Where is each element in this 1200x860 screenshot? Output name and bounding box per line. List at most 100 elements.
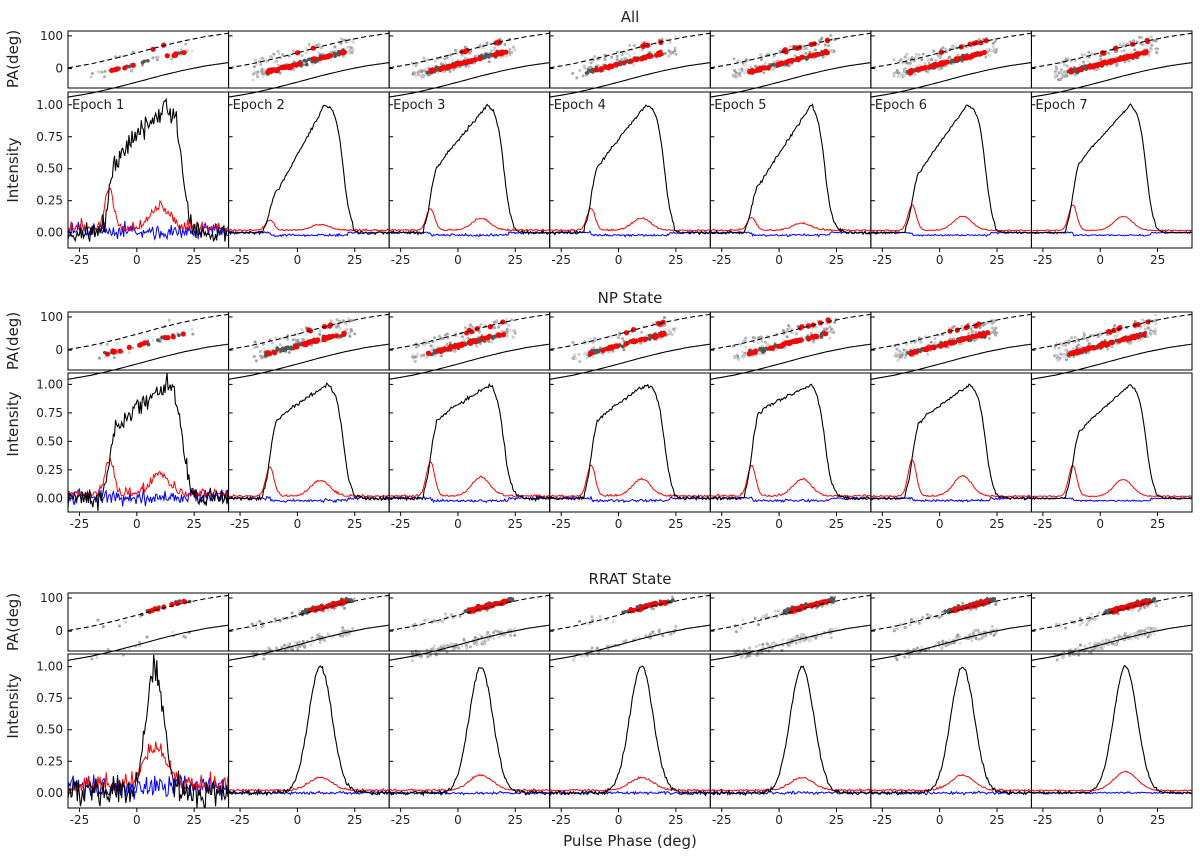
circular-polarization-line (389, 790, 550, 796)
pa-density-point (433, 336, 437, 340)
pa-density-point (439, 62, 443, 66)
pa-density-point (930, 58, 934, 62)
x-tick-label: 0 (294, 813, 302, 827)
pa-density-point (96, 70, 100, 74)
pa-density-point (260, 624, 264, 628)
x-tick-label: 25 (508, 517, 523, 531)
pa-density-point (759, 352, 763, 356)
pa-red-point (1141, 50, 1147, 56)
x-tick-label: -25 (551, 517, 571, 531)
pa-density-point (1073, 73, 1077, 77)
pa-density-point (991, 45, 995, 49)
pa-red-point (822, 331, 829, 337)
pa-density-point (1073, 59, 1077, 63)
pa-red-point (104, 351, 111, 357)
intensity-frame (549, 653, 711, 809)
x-tick-label: 25 (347, 517, 362, 531)
pa-density-point (995, 627, 999, 631)
pa-density-point (1140, 337, 1144, 341)
pa-density-point (804, 51, 808, 55)
pa-density-point (1055, 67, 1059, 71)
pa-density-point (732, 57, 736, 61)
pa-density-point (741, 61, 745, 65)
pa-density-point (989, 48, 993, 52)
pa-red-point (822, 599, 829, 605)
pa-density-point (761, 642, 765, 646)
pa-red-point (494, 50, 500, 57)
pa-density-point (117, 624, 121, 628)
pa-density-point (286, 338, 290, 342)
pa-density-point (1063, 348, 1067, 352)
pa-density-point (1057, 358, 1061, 362)
pa-density-point (416, 352, 420, 356)
pa-density-point (940, 646, 944, 650)
pa-panel (389, 32, 550, 98)
pa-red-point (500, 332, 506, 338)
pa-density-point (270, 55, 274, 59)
pa-density-point (760, 650, 764, 654)
pa-dark-point (304, 59, 308, 63)
pa-density-point (131, 50, 135, 54)
pa-density-point (1059, 68, 1063, 72)
pa-density-point (484, 638, 488, 642)
x-tick-label: 0 (615, 517, 623, 531)
x-tick-label: -25 (70, 517, 90, 531)
pa-density-point (90, 657, 94, 661)
pa-red-point (473, 339, 479, 345)
linear-polarization-line (870, 204, 1031, 232)
pa-density-point (978, 326, 982, 330)
pa-density-point (333, 45, 337, 49)
pa-red-point (639, 56, 645, 62)
pa-red-point (320, 604, 326, 611)
x-tick-label: 0 (775, 253, 783, 267)
pa-density-point (668, 633, 672, 637)
pa-red-point (142, 340, 148, 346)
pa-density-point (1070, 336, 1074, 340)
pa-dark-point (618, 60, 622, 64)
pa-red-point (908, 68, 914, 74)
pa-red-point (954, 327, 960, 333)
pa-density-point (831, 330, 835, 334)
pa-density-point (426, 655, 430, 659)
pa-density-point (151, 339, 155, 343)
pa-density-point (338, 633, 342, 637)
pa-dark-point (304, 62, 309, 67)
pa-red-point (468, 340, 474, 346)
pa-red-point (757, 67, 763, 73)
pa-density-point (1123, 60, 1127, 64)
total-intensity-line (389, 382, 550, 502)
pa-density-point (583, 352, 587, 356)
pa-density-point (995, 331, 999, 335)
pa-density-point (771, 68, 775, 72)
rvm-solid-curve (870, 624, 1032, 661)
rvm-dashed-curve (870, 313, 1032, 351)
pa-red-point (644, 603, 650, 609)
pa-red-point (785, 58, 792, 64)
x-tick-label: -25 (230, 517, 250, 531)
pa-density-point (918, 63, 922, 67)
pa-density-point (485, 634, 489, 638)
pa-density-point (819, 634, 823, 638)
pa-density-point (740, 350, 744, 354)
rvm-solid-curve (228, 343, 390, 380)
x-tick-label: -25 (391, 253, 411, 267)
pa-density-point (645, 334, 649, 338)
pa-density-point (828, 325, 832, 329)
pa-density-point (252, 355, 256, 359)
pa-density-point (277, 52, 281, 56)
pa-density-point (115, 341, 119, 345)
pa-density-point (1153, 39, 1157, 43)
total-intensity-line (228, 104, 390, 236)
pa-density-point (128, 647, 132, 651)
pa-red-point (1141, 331, 1147, 338)
pa-density-point (106, 647, 110, 651)
pa-density-point (348, 334, 352, 338)
pa-density-point (898, 349, 902, 353)
pa-density-point (907, 655, 911, 659)
pa-density-point (433, 354, 437, 358)
pa-red-point (642, 42, 648, 48)
pa-density-point (290, 611, 294, 615)
pa-density-point (970, 329, 974, 333)
pa-density-point (512, 336, 516, 340)
pa-red-point (967, 41, 973, 47)
